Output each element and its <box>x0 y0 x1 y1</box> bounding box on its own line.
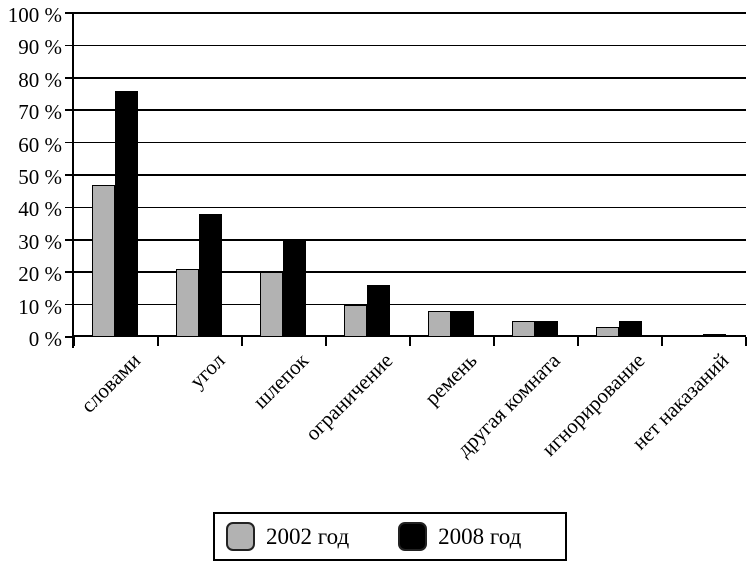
bar-2002 <box>512 320 535 337</box>
x-axis-category-label: шлепок <box>248 348 314 414</box>
y-axis-tick <box>65 239 74 241</box>
bar-2008 <box>535 320 558 337</box>
bar-2008 <box>115 90 138 337</box>
y-axis-tick <box>65 141 74 144</box>
gridline <box>74 271 746 273</box>
gridline <box>74 206 746 209</box>
legend-label-2002: 2002 год <box>266 523 350 549</box>
bar-2008 <box>283 239 306 337</box>
x-axis-tick <box>73 337 75 346</box>
bar-2008 <box>619 320 642 337</box>
y-axis-tick <box>65 303 74 306</box>
gridline <box>74 174 746 176</box>
gridline <box>74 109 746 111</box>
legend-item-2002: 2002 год <box>226 522 349 551</box>
y-axis-tick <box>65 336 74 338</box>
bar-2002 <box>260 272 283 337</box>
y-axis-tick <box>65 12 74 14</box>
x-axis-tick <box>577 337 579 346</box>
x-axis-tick <box>409 337 411 346</box>
x-axis-tick <box>493 337 495 346</box>
gridline <box>74 141 746 144</box>
y-axis-line <box>72 13 74 348</box>
y-axis-tick <box>65 77 74 79</box>
y-axis-tick-label: 90 % <box>18 35 62 60</box>
x-axis-tick <box>745 337 747 346</box>
x-axis-category-label: угол <box>184 348 230 394</box>
bar-2002 <box>92 184 115 337</box>
legend: 2002 год 2008 год <box>213 512 567 561</box>
y-axis-tick-label: 80 % <box>18 67 62 92</box>
y-axis-tick-label: 30 % <box>18 229 62 254</box>
bar-2002 <box>428 311 451 337</box>
x-axis-category-label: ремень <box>419 348 482 410</box>
bar-2002 <box>176 268 199 337</box>
x-axis-category-label: словами <box>76 348 146 418</box>
legend-swatch-2008-icon <box>398 522 428 551</box>
y-axis-tick-label: 70 % <box>18 100 62 125</box>
x-axis-category-label: ограничение <box>300 348 398 446</box>
y-axis-tick-label: 50 % <box>18 165 62 189</box>
y-axis-tick-label: 100 % <box>7 3 62 27</box>
x-axis-tick <box>157 337 159 346</box>
bar-2008 <box>703 333 726 337</box>
gridline <box>74 77 746 79</box>
x-axis-tick <box>325 337 327 346</box>
x-axis-line <box>74 335 746 338</box>
y-axis-tick <box>65 109 74 111</box>
bar-2008 <box>367 285 390 337</box>
y-axis-tick <box>65 271 74 273</box>
bar-2008 <box>451 311 474 337</box>
y-axis-tick-label: 60 % <box>18 132 62 157</box>
legend-item-2008: 2008 год <box>398 522 521 551</box>
x-axis-tick <box>241 337 243 346</box>
bar-2002 <box>596 327 619 337</box>
y-axis-tick-label: 10 % <box>18 294 62 319</box>
gridline <box>74 239 746 241</box>
y-axis-tick-label: 0 % <box>28 327 62 351</box>
bar-2008 <box>199 213 222 337</box>
bar-2002 <box>344 304 367 337</box>
x-axis-tick <box>661 337 663 346</box>
legend-swatch-2002-icon <box>226 522 255 551</box>
gridline <box>74 303 746 306</box>
y-axis-tick-label: 20 % <box>18 262 62 287</box>
y-axis-tick-label: 40 % <box>18 197 62 222</box>
gridline <box>74 12 746 14</box>
legend-label-2008: 2008 год <box>438 523 522 549</box>
y-axis-tick <box>65 44 74 47</box>
y-axis-tick <box>65 174 74 176</box>
y-axis-tick <box>65 206 74 209</box>
gridline <box>74 44 746 47</box>
